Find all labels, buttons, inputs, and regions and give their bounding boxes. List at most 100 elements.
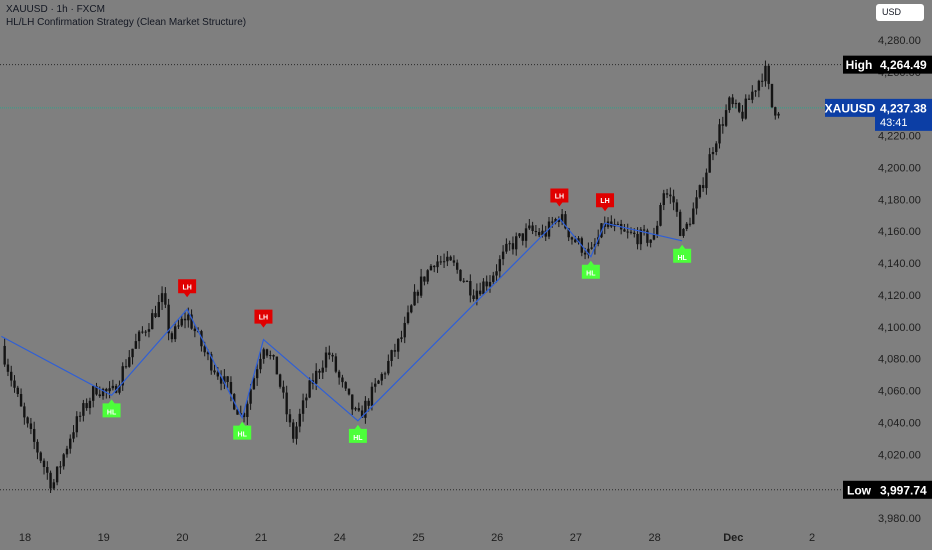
candle	[173, 321, 177, 342]
candle-body	[59, 466, 62, 468]
currency-button[interactable]: USD	[876, 4, 924, 21]
candle-body	[511, 243, 515, 250]
candle-body	[13, 380, 16, 388]
candle-body	[157, 302, 160, 317]
hl-marker: HL	[233, 421, 252, 440]
candle	[433, 265, 436, 273]
candle	[308, 377, 311, 399]
candle-body	[259, 358, 262, 370]
candle-body	[711, 151, 715, 155]
candle-body	[587, 248, 590, 255]
candle-body	[249, 389, 252, 404]
candle	[642, 224, 646, 236]
candle-body	[147, 329, 151, 332]
hl-marker-badge	[348, 424, 367, 443]
candle-body	[439, 261, 442, 263]
candle	[465, 280, 469, 283]
candle-body	[777, 113, 780, 116]
candle	[219, 370, 223, 391]
x-tick-label: 26	[491, 532, 503, 544]
candle-body	[462, 280, 465, 282]
candle	[390, 349, 393, 367]
candle-body	[92, 386, 95, 401]
high-tag: High 4,264.49	[843, 55, 932, 74]
candle	[452, 255, 456, 267]
candle-body	[295, 426, 298, 439]
candle-body	[46, 467, 49, 473]
candle-body	[652, 234, 656, 240]
candle-body	[6, 364, 10, 372]
candle	[75, 411, 79, 438]
candle	[242, 411, 246, 423]
price-axis[interactable]: 3,980.004,000.004,020.004,040.004,060.00…	[878, 35, 921, 525]
candle	[692, 202, 695, 225]
candle-body	[305, 397, 308, 401]
lh-marker: LH	[178, 279, 197, 298]
hl-marker-label: HL	[353, 435, 363, 442]
candle-body	[101, 388, 105, 397]
candle-body	[272, 355, 275, 357]
candle-body	[85, 403, 88, 409]
candle	[13, 375, 16, 393]
candle-body	[255, 369, 259, 379]
candle	[180, 315, 183, 328]
candle	[534, 225, 538, 237]
candle-body	[764, 65, 767, 82]
hl-marker-label: HL	[586, 271, 596, 278]
x-tick-label: 18	[19, 532, 31, 544]
x-tick-label: 21	[255, 532, 267, 544]
candle-body	[331, 354, 334, 357]
candle-body	[396, 338, 400, 352]
candle	[416, 289, 420, 304]
candle-body	[26, 417, 29, 424]
candle	[515, 232, 518, 256]
candle	[177, 319, 180, 329]
candle	[760, 73, 764, 87]
candle	[724, 104, 728, 128]
candle-body	[121, 366, 124, 386]
candle-body	[508, 243, 511, 245]
candle-body	[328, 352, 331, 355]
candle-body	[98, 394, 101, 397]
candle-body	[705, 172, 708, 189]
candle-body	[528, 225, 531, 229]
candle	[82, 399, 85, 422]
candle	[236, 408, 239, 415]
candle	[508, 240, 511, 251]
candle	[88, 397, 92, 415]
candle	[16, 385, 19, 397]
candle-body	[29, 423, 33, 429]
candle-body	[695, 197, 698, 209]
candle	[626, 223, 629, 239]
candle-body	[469, 281, 472, 296]
candle	[675, 199, 679, 217]
candle	[649, 239, 652, 248]
candle-body	[623, 229, 626, 232]
candle	[705, 168, 708, 195]
last-price-countdown: 43:41	[880, 117, 908, 129]
candle-body	[426, 270, 429, 282]
candle	[754, 90, 757, 97]
candle	[429, 264, 433, 271]
candle	[751, 85, 754, 104]
candle	[10, 365, 13, 387]
candle	[213, 364, 216, 375]
candle-body	[203, 346, 206, 353]
candle	[738, 102, 741, 114]
lh-marker-label: LH	[555, 193, 564, 200]
candle	[678, 209, 682, 237]
candle	[134, 333, 138, 349]
low-tag: Low 3,997.74	[843, 480, 932, 499]
candle	[485, 275, 488, 293]
candle	[462, 278, 465, 283]
lh-marker-badge	[254, 309, 273, 328]
time-axis[interactable]: 18 19 20 21 24 25 26 27 28 Dec 2	[19, 532, 815, 544]
candle-body	[111, 385, 115, 389]
candle-body	[698, 185, 702, 198]
candle-body	[616, 223, 620, 225]
candle-body	[288, 414, 292, 423]
candle-body	[387, 360, 390, 374]
candle-body	[721, 124, 725, 126]
hl-marker: HL	[673, 244, 692, 263]
